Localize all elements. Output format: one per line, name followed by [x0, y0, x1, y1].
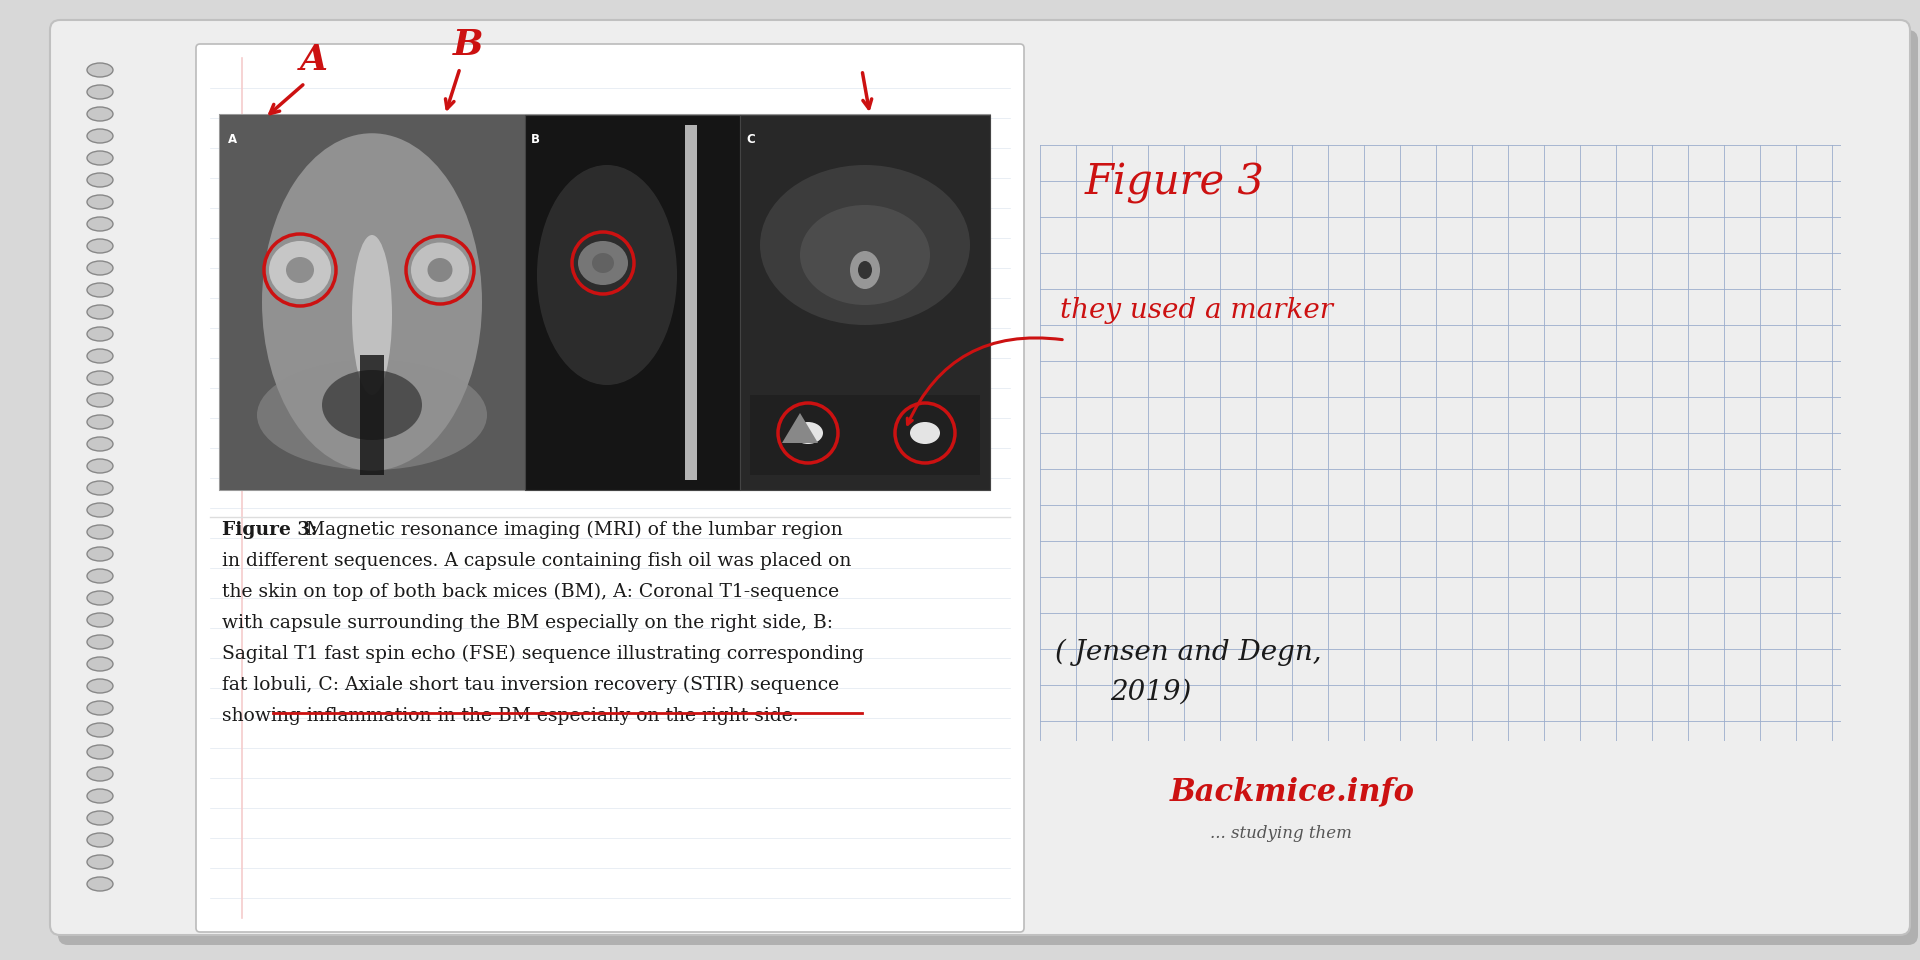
Ellipse shape	[578, 241, 628, 285]
Ellipse shape	[86, 173, 113, 187]
Ellipse shape	[86, 195, 113, 209]
Text: Figure 3:: Figure 3:	[223, 521, 317, 539]
Ellipse shape	[86, 525, 113, 539]
Ellipse shape	[801, 205, 929, 305]
Ellipse shape	[86, 723, 113, 737]
Ellipse shape	[86, 855, 113, 869]
Ellipse shape	[910, 422, 941, 444]
Text: Backmice.info: Backmice.info	[1169, 776, 1415, 807]
Ellipse shape	[86, 569, 113, 583]
FancyBboxPatch shape	[58, 30, 1918, 945]
Ellipse shape	[86, 701, 113, 715]
Ellipse shape	[591, 253, 614, 273]
Ellipse shape	[257, 360, 488, 470]
Ellipse shape	[86, 877, 113, 891]
Text: Magnetic resonance imaging (MRI) of the lumbar region: Magnetic resonance imaging (MRI) of the …	[300, 520, 843, 539]
Ellipse shape	[86, 679, 113, 693]
Ellipse shape	[86, 129, 113, 143]
Ellipse shape	[428, 258, 453, 282]
Polygon shape	[781, 413, 818, 443]
Ellipse shape	[86, 657, 113, 671]
Bar	[751, 395, 979, 475]
Ellipse shape	[86, 239, 113, 253]
Bar	[739, 115, 991, 490]
Bar	[524, 115, 739, 490]
Text: ( Jensen and Degn,: ( Jensen and Degn,	[1054, 638, 1321, 666]
Ellipse shape	[86, 217, 113, 231]
Bar	[221, 115, 524, 490]
Ellipse shape	[269, 241, 330, 299]
Ellipse shape	[858, 261, 872, 279]
Ellipse shape	[86, 85, 113, 99]
Text: 2019): 2019)	[1110, 679, 1192, 706]
Text: B: B	[453, 28, 484, 62]
Ellipse shape	[286, 257, 315, 283]
Ellipse shape	[851, 251, 879, 289]
Ellipse shape	[86, 437, 113, 451]
Ellipse shape	[760, 165, 970, 325]
Text: A: A	[300, 43, 328, 77]
Ellipse shape	[86, 305, 113, 319]
Ellipse shape	[86, 107, 113, 121]
Ellipse shape	[86, 547, 113, 561]
Ellipse shape	[351, 235, 392, 395]
Ellipse shape	[86, 613, 113, 627]
Ellipse shape	[86, 371, 113, 385]
Bar	[361, 355, 384, 475]
Ellipse shape	[86, 591, 113, 605]
Text: in different sequences. A capsule containing fish oil was placed on: in different sequences. A capsule contai…	[223, 552, 851, 570]
Ellipse shape	[86, 767, 113, 781]
Ellipse shape	[86, 833, 113, 847]
Ellipse shape	[86, 415, 113, 429]
FancyBboxPatch shape	[196, 44, 1023, 932]
Ellipse shape	[86, 635, 113, 649]
Ellipse shape	[86, 327, 113, 341]
Text: C: C	[747, 133, 755, 146]
Text: the skin on top of both back mices (BM), A: Coronal T1-sequence: the skin on top of both back mices (BM),…	[223, 583, 839, 601]
Ellipse shape	[86, 503, 113, 517]
Text: ... studying them: ... studying them	[1210, 825, 1352, 842]
Ellipse shape	[86, 789, 113, 803]
Bar	[221, 115, 991, 490]
Ellipse shape	[86, 283, 113, 297]
Ellipse shape	[86, 459, 113, 473]
Text: they used a marker: they used a marker	[1060, 297, 1332, 324]
Ellipse shape	[261, 133, 482, 470]
Ellipse shape	[86, 63, 113, 77]
Text: Sagital T1 fast spin echo (FSE) sequence illustrating corresponding: Sagital T1 fast spin echo (FSE) sequence…	[223, 645, 864, 663]
Ellipse shape	[538, 165, 678, 385]
Ellipse shape	[86, 349, 113, 363]
Text: fat lobuli, C: Axiale short tau inversion recovery (STIR) sequence: fat lobuli, C: Axiale short tau inversio…	[223, 676, 839, 694]
Ellipse shape	[411, 243, 468, 298]
Ellipse shape	[86, 481, 113, 495]
Bar	[685, 125, 697, 480]
Ellipse shape	[86, 811, 113, 825]
Ellipse shape	[793, 422, 824, 444]
Ellipse shape	[86, 393, 113, 407]
Ellipse shape	[86, 745, 113, 759]
Text: Figure 3: Figure 3	[1085, 162, 1265, 204]
Ellipse shape	[323, 370, 422, 440]
Ellipse shape	[86, 261, 113, 275]
Text: B: B	[532, 133, 540, 146]
FancyBboxPatch shape	[50, 20, 1910, 935]
Text: showing inflammation in the BM especially on the right side.: showing inflammation in the BM especiall…	[223, 707, 799, 725]
Text: with capsule surrounding the BM especially on the right side, B:: with capsule surrounding the BM especial…	[223, 614, 833, 632]
Text: A: A	[228, 133, 238, 146]
Ellipse shape	[86, 151, 113, 165]
